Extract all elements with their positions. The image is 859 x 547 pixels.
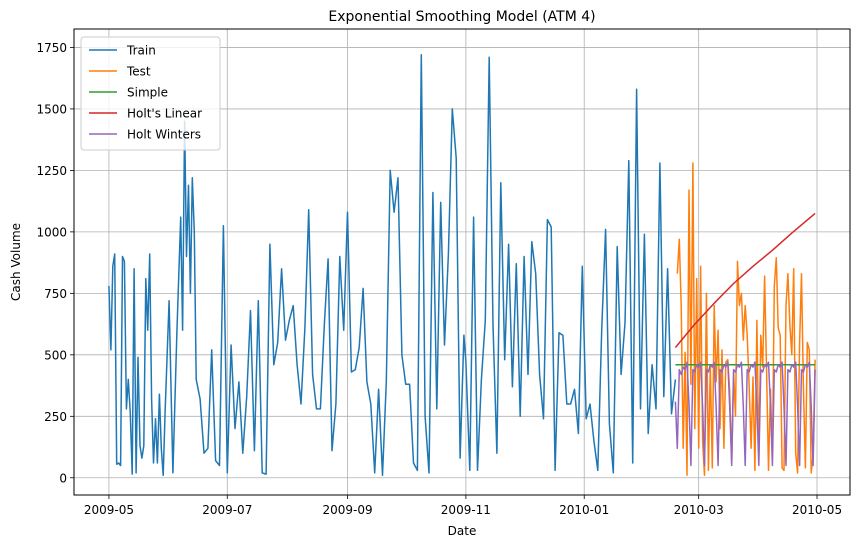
series-line-train bbox=[108, 54, 677, 477]
legend-box bbox=[80, 36, 221, 151]
x-axis-label: Date bbox=[448, 524, 477, 538]
y-tick-label: 1000 bbox=[36, 225, 67, 239]
y-tick-label: 250 bbox=[44, 410, 67, 424]
legend-label: Train bbox=[126, 44, 156, 58]
tick-layer: 2009-05 2009-07 2009-09 2009-11 2010-01 2010-… bbox=[36, 41, 842, 517]
x-tick-label: 2010-05 bbox=[792, 503, 842, 517]
y-tick-label: 1750 bbox=[36, 41, 67, 55]
legend: Train Test Simple Holt's Linear Holt Winters bbox=[80, 36, 221, 151]
legend-label: Holt's Linear bbox=[127, 107, 202, 121]
y-tick-label: 750 bbox=[44, 287, 67, 301]
legend-label: Simple bbox=[127, 86, 168, 100]
y-tick-label: 0 bbox=[59, 471, 67, 485]
x-tick-label: 2010-03 bbox=[674, 503, 724, 517]
y-tick-label: 1250 bbox=[36, 164, 67, 178]
y-axis-label: Cash Volume bbox=[9, 223, 23, 301]
y-tick-label: 500 bbox=[44, 348, 67, 362]
x-tick-label: 2009-05 bbox=[84, 503, 134, 517]
chart-title: Exponential Smoothing Model (ATM 4) bbox=[328, 9, 595, 25]
x-tick-label: 2010-01 bbox=[559, 503, 609, 517]
series-line-holt-winters bbox=[674, 361, 816, 467]
x-tick-label: 2009-09 bbox=[322, 503, 372, 517]
legend-label: Test bbox=[126, 65, 151, 79]
x-tick-label: 2009-11 bbox=[441, 503, 491, 517]
plot-frame bbox=[73, 28, 851, 496]
x-tick-label: 2009-07 bbox=[202, 503, 252, 517]
grid-layer bbox=[74, 29, 850, 495]
legend-label: Holt Winters bbox=[127, 128, 201, 142]
series-layer bbox=[108, 54, 816, 477]
y-tick-label: 1500 bbox=[36, 102, 67, 116]
series-line-test bbox=[676, 162, 816, 477]
series-line-holt-s-linear bbox=[674, 212, 816, 348]
